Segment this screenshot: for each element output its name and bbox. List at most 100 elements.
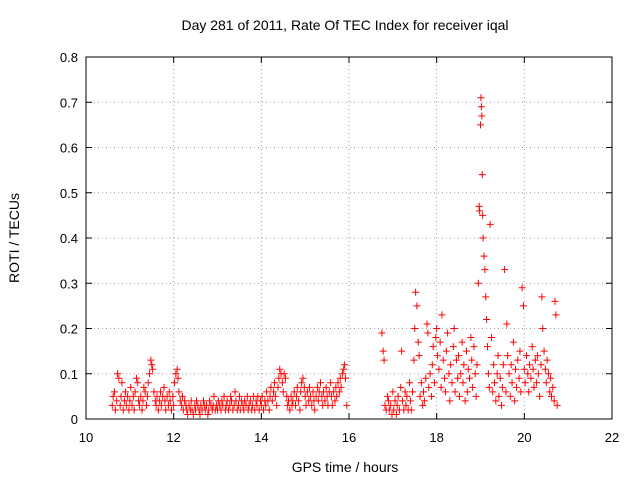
data-point: [114, 370, 122, 378]
data-point: [338, 370, 346, 378]
y-tick-label: 0: [71, 412, 78, 427]
data-point: [446, 397, 454, 405]
data-point: [478, 112, 486, 120]
data-point: [439, 356, 447, 364]
data-point: [391, 397, 399, 405]
data-point: [299, 374, 307, 382]
data-point: [401, 388, 409, 396]
data-point: [413, 302, 421, 310]
data-point: [468, 356, 476, 364]
data-point: [477, 121, 484, 129]
data-point: [143, 392, 151, 400]
data-point: [447, 361, 455, 369]
data-point: [403, 392, 411, 400]
data-point: [520, 365, 528, 373]
data-point: [538, 293, 546, 301]
data-point: [547, 374, 555, 382]
data-point: [139, 397, 147, 405]
data-point: [548, 392, 556, 400]
y-tick-label: 0.6: [60, 141, 78, 156]
x-tick-label: 20: [517, 430, 531, 445]
data-point: [515, 374, 523, 382]
data-point: [341, 361, 349, 369]
data-point: [337, 383, 345, 391]
data-point: [427, 392, 435, 400]
data-point: [436, 338, 444, 346]
data-point: [428, 361, 436, 369]
data-point: [464, 365, 472, 373]
data-point: [521, 379, 529, 387]
data-point: [544, 370, 552, 378]
data-point: [457, 370, 465, 378]
data-point: [507, 361, 515, 369]
data-point: [455, 352, 463, 360]
data-point: [539, 325, 547, 332]
data-point: [298, 379, 306, 387]
data-point: [461, 397, 469, 405]
data-point: [174, 374, 182, 382]
data-point: [175, 388, 183, 396]
data-point: [445, 370, 453, 378]
data-point: [132, 374, 140, 382]
data-point: [444, 329, 452, 337]
data-point: [309, 388, 317, 396]
data-point: [541, 365, 549, 373]
data-point: [150, 388, 158, 396]
data-point: [172, 370, 180, 378]
data-point: [469, 383, 477, 391]
data-point: [441, 374, 449, 382]
data-point: [220, 392, 228, 400]
data-point: [341, 374, 349, 382]
data-point: [514, 356, 522, 364]
data-point: [409, 388, 417, 396]
data-point: [504, 352, 512, 360]
data-point: [414, 338, 422, 346]
data-point: [267, 383, 275, 391]
data-point: [480, 252, 488, 260]
data-point: [492, 397, 500, 405]
data-point: [121, 388, 129, 396]
data-point: [380, 356, 388, 364]
data-point: [297, 388, 305, 396]
data-point: [546, 388, 554, 396]
data-point: [292, 401, 300, 409]
data-point: [406, 397, 414, 405]
data-point: [334, 379, 342, 387]
y-tick-label: 0.5: [60, 186, 78, 201]
data-point: [511, 397, 519, 405]
data-point: [481, 266, 489, 274]
x-axis-label: GPS time / hours: [292, 459, 399, 475]
data-point: [137, 392, 145, 400]
data-point: [487, 334, 495, 342]
data-point: [167, 406, 175, 414]
data-point: [517, 388, 525, 396]
data-point: [189, 410, 197, 418]
data-point: [527, 374, 535, 382]
data-point: [531, 356, 539, 364]
data-point: [420, 388, 428, 396]
data-point: [243, 392, 251, 400]
data-point: [379, 347, 387, 355]
data-point: [295, 397, 303, 405]
data-point: [141, 388, 149, 396]
data-point: [422, 374, 430, 382]
data-point: [169, 392, 177, 400]
data-point: [306, 383, 314, 391]
data-point: [430, 379, 438, 387]
data-point: [471, 370, 479, 378]
data-point: [482, 293, 490, 301]
data-point: [458, 338, 466, 346]
data-point: [258, 392, 266, 400]
data-point: [489, 388, 497, 396]
data-point: [314, 397, 322, 405]
data-point: [165, 388, 173, 396]
data-point: [506, 392, 514, 400]
data-point: [296, 406, 304, 414]
data-point: [537, 361, 545, 369]
data-points: [108, 94, 561, 418]
data-point: [479, 234, 487, 242]
data-point: [434, 352, 442, 360]
data-point: [138, 406, 146, 414]
data-point: [204, 410, 212, 418]
